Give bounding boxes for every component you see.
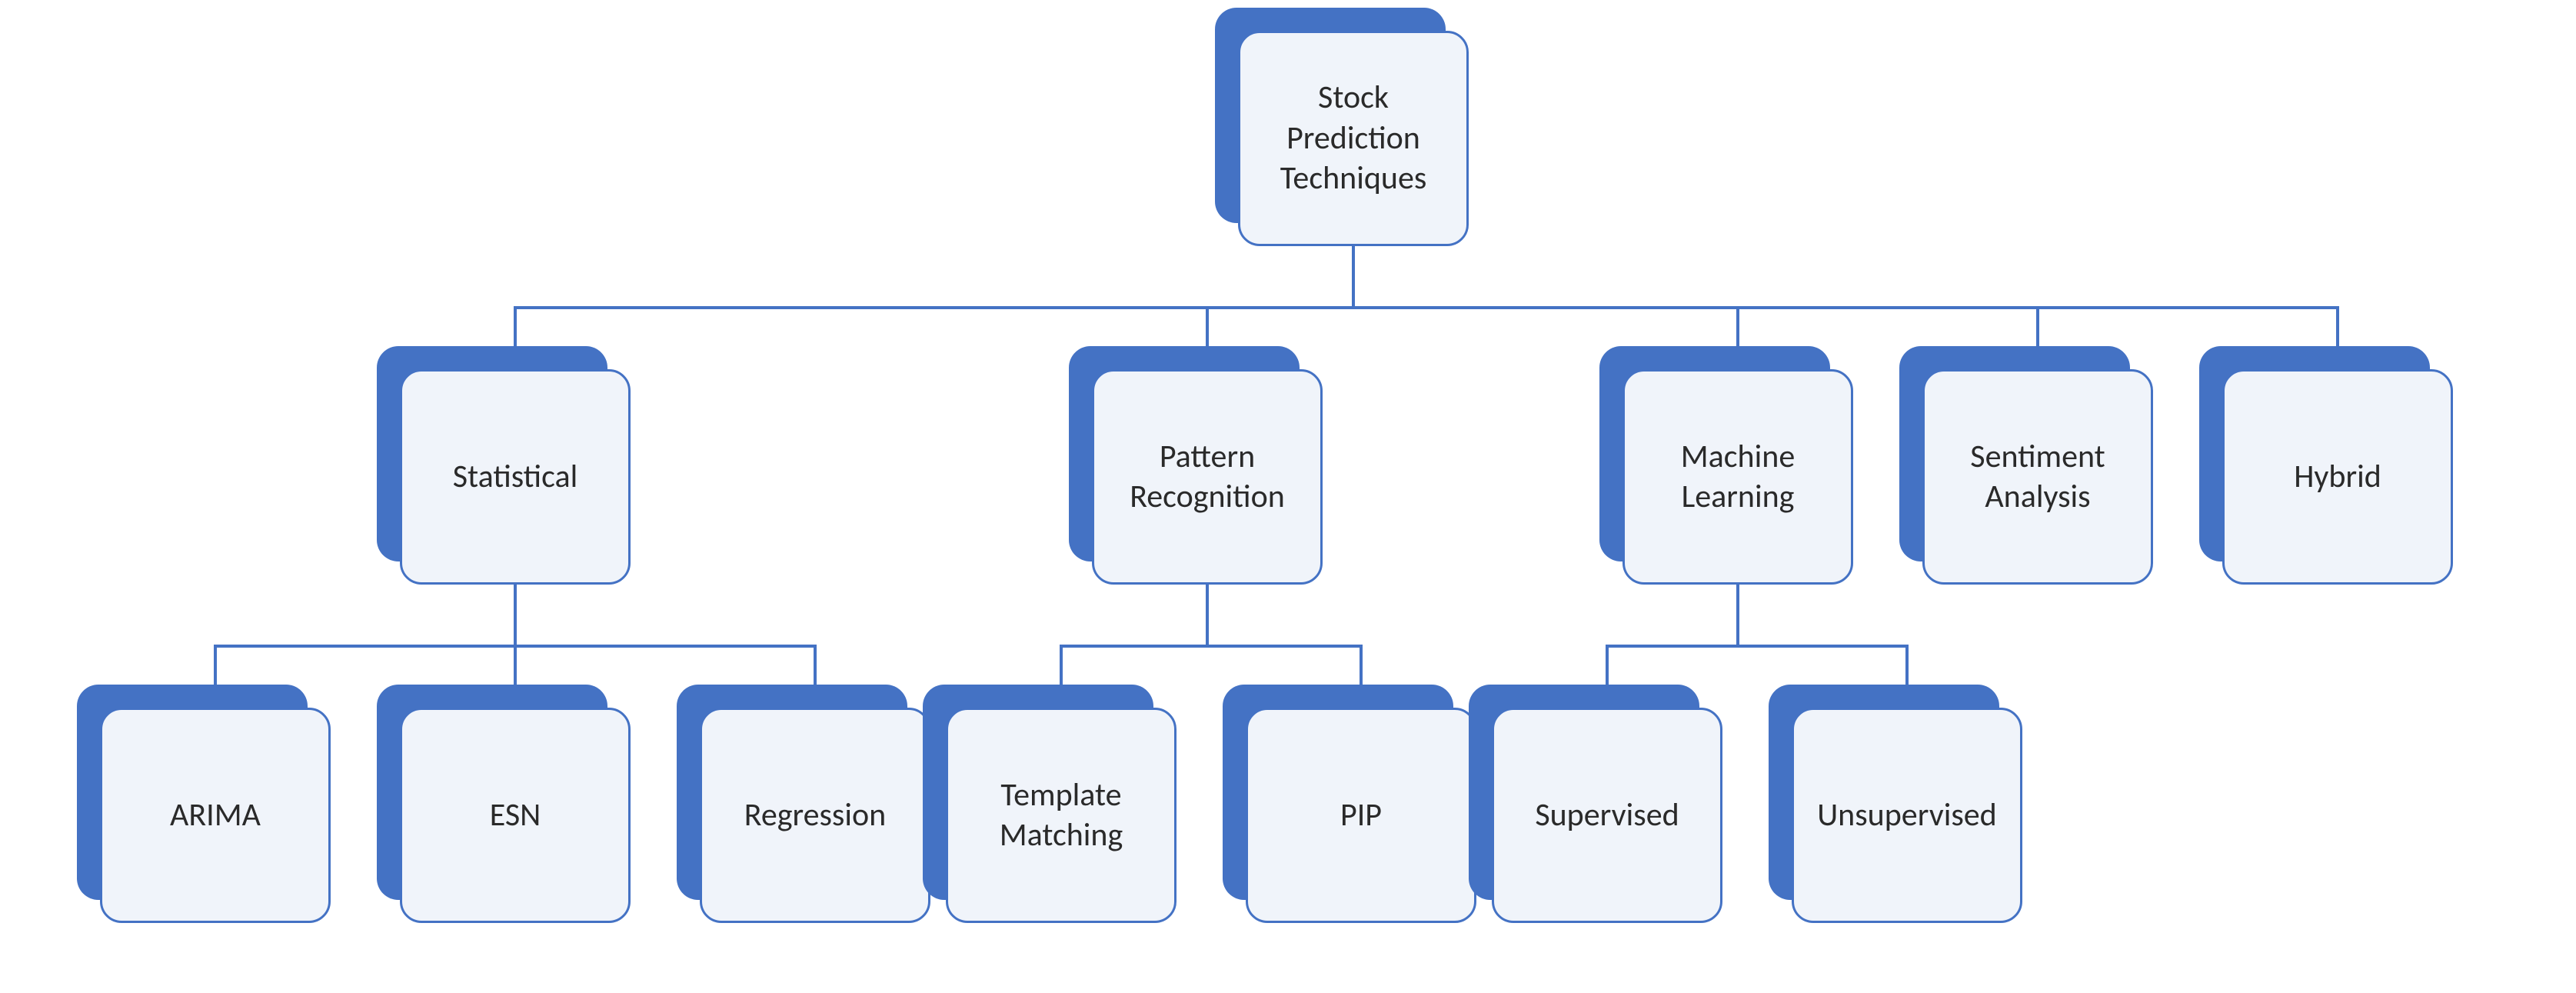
node-pip: PIP (1246, 708, 1476, 923)
node-hybrid: Hybrid (2222, 369, 2453, 585)
node-sentiment: SentimentAnalysis (1922, 369, 2153, 585)
node-supervised: Supervised (1492, 708, 1722, 923)
node-unsupervised: Unsupervised (1792, 708, 2022, 923)
node-regression: Regression (700, 708, 930, 923)
node-esn: ESN (400, 708, 631, 923)
node-pattern: PatternRecognition (1092, 369, 1323, 585)
node-root: StockPredictionTechniques (1238, 31, 1469, 246)
node-arima: ARIMA (100, 708, 331, 923)
node-template: TemplateMatching (946, 708, 1177, 923)
node-ml: MachineLearning (1622, 369, 1853, 585)
node-statistical: Statistical (400, 369, 631, 585)
